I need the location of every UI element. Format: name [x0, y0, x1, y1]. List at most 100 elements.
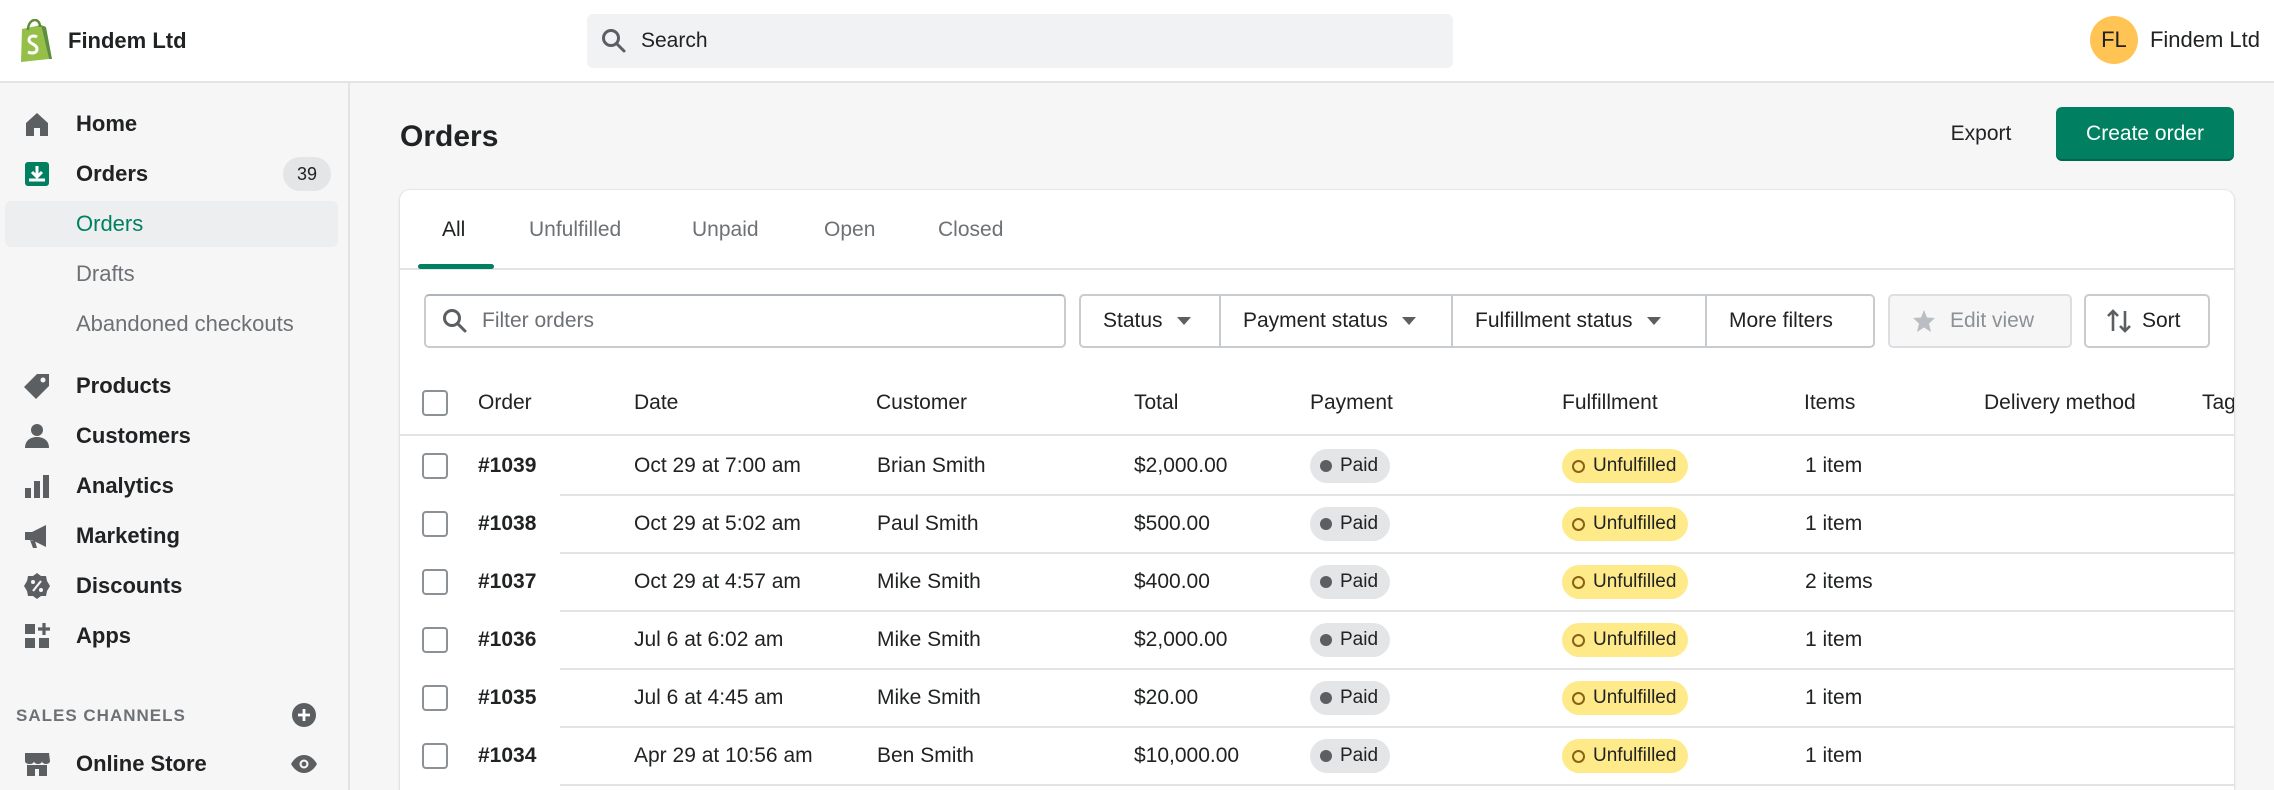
column-header-total[interactable]: Total	[1134, 391, 1179, 414]
table-row[interactable]: #1039 Oct 29 at 7:00 am Brian Smith $2,000.…	[400, 438, 2234, 496]
add-circle-icon[interactable]	[291, 702, 317, 728]
create-order-button[interactable]: Create order	[2056, 107, 2234, 161]
edit-view-button[interactable]: Edit view	[1888, 294, 2072, 348]
column-header-date[interactable]: Date	[634, 391, 679, 414]
sidebar: Home Orders 39 Orders Drafts Abandoned c…	[0, 83, 350, 790]
sidebar-item-apps[interactable]: Apps	[0, 613, 348, 659]
tab-closed[interactable]: Closed	[938, 218, 1004, 241]
order-customer[interactable]: Ben Smith	[877, 744, 974, 767]
sort-label: Sort	[2142, 309, 2181, 332]
tab-unpaid[interactable]: Unpaid	[692, 218, 759, 241]
sidebar-item-home[interactable]: Home	[0, 101, 348, 147]
order-customer[interactable]: Brian Smith	[877, 454, 986, 477]
sidebar-subitem-drafts[interactable]: Drafts	[5, 251, 338, 297]
sidebar-subitem-label: Drafts	[76, 261, 135, 286]
sidebar-subitem-orders[interactable]: Orders	[5, 201, 338, 247]
column-header-customer[interactable]: Customer	[876, 391, 968, 414]
sales-channels-title: SALES CHANNELS	[16, 706, 186, 725]
row-divider	[560, 726, 2234, 728]
payment-status-label: Paid	[1340, 629, 1379, 650]
order-customer[interactable]: Mike Smith	[877, 570, 981, 593]
tab-unfulfilled[interactable]: Unfulfilled	[529, 218, 622, 241]
orders-card: All Unfulfilled Unpaid Open Closed Statu…	[400, 190, 2234, 790]
order-number[interactable]: #1038	[478, 512, 537, 535]
order-customer[interactable]: Mike Smith	[877, 628, 981, 651]
row-checkbox[interactable]	[422, 569, 448, 595]
more-filters-button[interactable]: More filters	[1705, 294, 1875, 348]
filter-orders-input[interactable]	[482, 309, 1042, 333]
tab-all[interactable]: All	[442, 218, 466, 241]
fulfillment-status-filter-label: Fulfillment status	[1475, 309, 1633, 332]
sidebar-item-customers[interactable]: Customers	[0, 413, 348, 459]
fulfillment-status-badge: Unfulfilled	[1562, 739, 1689, 773]
select-all-checkbox[interactable]	[422, 390, 448, 416]
page-title: Orders	[400, 120, 499, 153]
order-number[interactable]: #1035	[478, 686, 537, 709]
order-number[interactable]: #1037	[478, 570, 537, 593]
order-customer[interactable]: Mike Smith	[877, 686, 981, 709]
payment-status-badge: Paid	[1310, 739, 1391, 773]
order-items: 2 items	[1805, 570, 1873, 593]
fulfillment-status-filter-button[interactable]: Fulfillment status	[1451, 294, 1707, 348]
sidebar-item-marketing[interactable]: Marketing	[0, 513, 348, 559]
global-search[interactable]: Search	[587, 14, 1453, 68]
sidebar-item-discounts[interactable]: Discounts	[0, 563, 348, 609]
filled-dot-icon	[1320, 576, 1332, 588]
table-row[interactable]: #1035 Jul 6 at 4:45 am Mike Smith $20.00 Pai…	[400, 670, 2234, 728]
table-row[interactable]: #1037 Oct 29 at 4:57 am Mike Smith $400.00 P…	[400, 554, 2234, 612]
sidebar-item-label: Analytics	[76, 473, 174, 498]
order-date: Apr 29 at 10:56 am	[634, 744, 813, 767]
account-menu[interactable]: FL Findem Ltd	[2089, 16, 2260, 64]
table-row[interactable]: #1034 Apr 29 at 10:56 am Ben Smith $10,000.…	[400, 728, 2234, 786]
payment-status-filter-label: Payment status	[1243, 309, 1388, 332]
sidebar-subitem-label: Abandoned checkouts	[76, 311, 294, 336]
sort-button[interactable]: Sort	[2084, 294, 2210, 348]
order-total: $2,000.00	[1134, 628, 1228, 651]
column-header-tags[interactable]: Tags	[2202, 391, 2234, 414]
order-date: Oct 29 at 4:57 am	[634, 570, 801, 593]
row-checkbox[interactable]	[422, 627, 448, 653]
column-header-items[interactable]: Items	[1804, 391, 1856, 414]
table-row[interactable]: #1038 Oct 29 at 5:02 am Paul Smith $500.00 P…	[400, 496, 2234, 554]
payment-status-cell: Paid	[1310, 728, 1391, 784]
fulfillment-status-badge: Unfulfilled	[1562, 565, 1689, 599]
sidebar-item-label: Products	[76, 373, 172, 398]
column-header-fulfillment[interactable]: Fulfillment	[1562, 391, 1658, 414]
eye-icon[interactable]	[290, 754, 318, 774]
order-customer[interactable]: Paul Smith	[877, 512, 979, 535]
sidebar-item-analytics[interactable]: Analytics	[0, 463, 348, 509]
export-button[interactable]: Export	[1926, 108, 2036, 160]
fulfillment-status-label: Unfulfilled	[1593, 745, 1677, 766]
payment-status-badge: Paid	[1310, 565, 1391, 599]
sidebar-item-label: Marketing	[76, 523, 180, 548]
sidebar-item-online-store[interactable]: Online Store	[0, 741, 348, 787]
order-number[interactable]: #1039	[478, 454, 537, 477]
row-checkbox[interactable]	[422, 685, 448, 711]
column-header-delivery-method[interactable]: Delivery method	[1984, 391, 2136, 414]
filter-orders-field[interactable]	[424, 294, 1066, 348]
sidebar-item-label: Discounts	[76, 573, 183, 598]
row-checkbox[interactable]	[422, 743, 448, 769]
sidebar-item-label: Orders	[76, 161, 149, 186]
products-icon	[24, 374, 49, 399]
orders-icon	[25, 162, 49, 186]
discounts-icon	[24, 573, 50, 599]
status-filter-button[interactable]: Status	[1079, 294, 1221, 348]
search-label: Search	[641, 29, 708, 52]
caret-down-icon	[1176, 317, 1191, 325]
empty-circle-icon	[1572, 517, 1585, 531]
payment-status-filter-button[interactable]: Payment status	[1219, 294, 1453, 348]
order-number[interactable]: #1036	[478, 628, 537, 651]
table-row[interactable]: #1036 Jul 6 at 6:02 am Mike Smith $2,000.00…	[400, 612, 2234, 670]
row-checkbox[interactable]	[422, 511, 448, 537]
row-checkbox[interactable]	[422, 453, 448, 479]
payment-status-label: Paid	[1340, 455, 1379, 476]
order-number[interactable]: #1034	[478, 744, 537, 767]
sidebar-item-orders[interactable]: Orders 39	[0, 151, 348, 197]
sidebar-item-products[interactable]: Products	[0, 363, 348, 409]
sidebar-subitem-abandoned-checkouts[interactable]: Abandoned checkouts	[5, 301, 338, 347]
column-header-payment[interactable]: Payment	[1310, 391, 1393, 414]
column-header-order[interactable]: Order	[478, 391, 532, 414]
store-brand[interactable]: Findem Ltd	[16, 19, 187, 63]
tab-open[interactable]: Open	[824, 218, 876, 241]
